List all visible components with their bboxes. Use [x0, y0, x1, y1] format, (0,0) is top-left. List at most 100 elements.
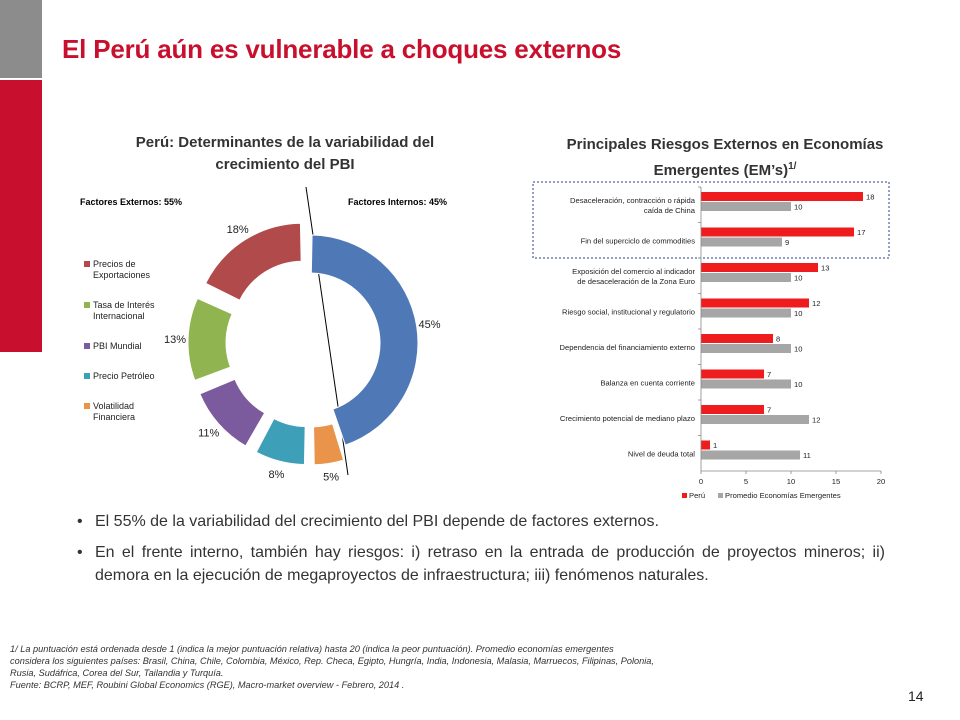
data-label-em-average-dependencia-del-financiamiento-externo: 10	[794, 345, 802, 354]
donut-chart-title: Perú: Determinantes de la variabilidad d…	[100, 132, 470, 176]
bar-em-average-dependencia-del-financiamiento-externo	[701, 344, 791, 353]
footnote-line-2: considera los siguientes países: Brasil,…	[10, 656, 654, 666]
data-label-em-average-riesgo-social-institucional-y-regulatorio: 10	[794, 309, 802, 318]
bar-em-average-desaceleracion-contraccion-o-rapida-caida-de-china	[701, 202, 791, 211]
donut-slice-tasa-de-interes-internacional	[187, 297, 233, 382]
category-label-exposicion-del-comercio-al-indicador-de-desaceleracion-de-la-zona-euro-line-2: de desaceleración de la Zona Euro	[577, 277, 695, 286]
legend-swatch-precio-petroleo	[84, 373, 90, 379]
bar-em-average-balanza-en-cuenta-corriente	[701, 379, 791, 389]
donut-slice-precios-de-exportaciones	[205, 222, 302, 301]
legend-label-peru: Perú	[689, 491, 705, 500]
x-tick-label-10: 10	[787, 477, 795, 486]
donut-slice-pbi-mundial	[199, 378, 266, 447]
bar-peru-exposicion-del-comercio-al-indicador-de-desaceleracion-de-la-zona-euro	[701, 263, 818, 272]
legend-swatch-tasa-de-interes-internacional	[84, 302, 90, 308]
bar-peru-nivel-de-deuda-total	[701, 440, 710, 450]
highlight-box	[532, 181, 890, 259]
donut-slice-volatilidad-financiera	[313, 423, 345, 466]
bar-peru-fin-del-superciclo-de-commodities	[701, 227, 854, 237]
internal-factors-label: Factores Internos: 45%	[348, 197, 447, 207]
legend-swatch-precios-de-exportaciones	[84, 261, 90, 267]
sidebar-red-block	[0, 80, 42, 352]
data-label-em-average-crecimiento-potencial-de-mediano-plazo: 12	[812, 416, 820, 425]
x-tick-label-5: 5	[744, 477, 748, 486]
bar-title-line-1: Principales Riesgos Externos en Economía…	[566, 136, 884, 153]
bar-em-average-crecimiento-potencial-de-mediano-plazo	[701, 415, 809, 424]
external-factors-label: Factores Externos: 55%	[80, 197, 182, 207]
data-label-em-average-exposicion-del-comercio-al-indicador-de-desaceleracion-de-la-zona-euro: 10	[794, 274, 802, 283]
legend-label-precio-petroleo: Precio Petróleo	[93, 371, 155, 381]
legend-label-precios-de-exportaciones-line-2: Exportaciones	[93, 270, 151, 280]
bar-chart: Desaceleración, contracción o rápidacaíd…	[532, 181, 890, 500]
sidebar-gray-block	[0, 0, 42, 78]
bar-peru-crecimiento-potencial-de-mediano-plazo	[701, 405, 764, 414]
donut-label-precios-de-exportaciones: 18%	[227, 224, 249, 236]
data-label-em-average-desaceleracion-contraccion-o-rapida-caida-de-china: 10	[794, 203, 802, 212]
donut-title-line-2: crecimiento del PBI	[215, 156, 355, 173]
donut-label-factores-internos: 45%	[418, 319, 440, 331]
donut-chart: Factores Externos: 55% Factores Internos:…	[80, 186, 447, 483]
bar-em-average-riesgo-social-institucional-y-regulatorio	[701, 308, 791, 318]
donut-slice-precio-petroleo	[255, 417, 306, 466]
category-label-riesgo-social-institucional-y-regulatorio: Riesgo social, institucional y regulator…	[562, 307, 695, 316]
donut-slice-factores-internos	[310, 234, 419, 446]
donut-label-precio-petroleo: 8%	[268, 469, 284, 481]
donut-title-line-1: Perú: Determinantes de la variabilidad d…	[135, 134, 435, 151]
bar-peru-riesgo-social-institucional-y-regulatorio	[701, 298, 809, 308]
data-label-em-average-fin-del-superciclo-de-commodities: 9	[785, 238, 789, 247]
donut-label-pbi-mundial: 11%	[198, 427, 219, 439]
legend-label-em-average: Promedio Economías Emergentes	[725, 491, 841, 500]
legend-swatch-pbi-mundial	[84, 343, 90, 349]
bar-em-average-nivel-de-deuda-total	[701, 450, 800, 460]
bullet-item-external-factors: El 55% de la variabilidad del crecimient…	[75, 510, 885, 533]
data-label-peru-dependencia-del-financiamiento-externo: 8	[776, 335, 780, 344]
legend-label-volatilidad-financiera: Volatilidad	[93, 401, 134, 411]
x-tick-label-20: 20	[877, 477, 885, 486]
footnote-line-3: Rusia, Sudáfrica, Corea del Sur, Tailand…	[10, 668, 224, 678]
legend-label-tasa-de-interes-internacional-line-2: Internacional	[93, 311, 145, 321]
bar-title-line-2: Emergentes (EM’s)1/	[520, 156, 930, 182]
legend-label-volatilidad-financiera-line-2: Financiera	[93, 412, 135, 422]
legend-label-pbi-mundial: PBI Mundial	[93, 341, 142, 351]
category-label-dependencia-del-financiamiento-externo: Dependencia del financiamiento externo	[559, 343, 695, 352]
footnote-line-1: 1/ La puntuación está ordenada desde 1 (…	[10, 644, 614, 654]
bar-peru-balanza-en-cuenta-corriente	[701, 369, 764, 379]
bar-title-superscript: 1/	[788, 161, 797, 172]
data-label-em-average-nivel-de-deuda-total: 11	[803, 451, 811, 460]
bullet-item-internal-risks: En el frente interno, también hay riesgo…	[75, 541, 885, 587]
bar-em-average-exposicion-del-comercio-al-indicador-de-desaceleracion-de-la-zona-euro	[701, 273, 791, 282]
data-label-peru-riesgo-social-institucional-y-regulatorio: 12	[812, 299, 820, 308]
footnote: 1/ La puntuación está ordenada desde 1 (…	[10, 643, 870, 691]
bullet-list: El 55% de la variabilidad del crecimient…	[75, 510, 885, 595]
data-label-peru-crecimiento-potencial-de-mediano-plazo: 7	[767, 406, 771, 415]
data-label-em-average-balanza-en-cuenta-corriente: 10	[794, 380, 802, 389]
page-number: 14	[908, 688, 924, 704]
legend-swatch-volatilidad-financiera	[84, 403, 90, 409]
data-label-peru-exposicion-del-comercio-al-indicador-de-desaceleracion-de-la-zona-euro: 13	[821, 264, 829, 273]
bar-title-line-2-text: Emergentes (EM’s)	[653, 162, 789, 179]
category-label-desaceleracion-contraccion-o-rapida-caida-de-china: Desaceleración, contracción o rápida	[570, 196, 696, 205]
legend-swatch-peru	[682, 493, 687, 498]
footnote-source: Fuente: BCRP, MEF, Roubini Global Econom…	[10, 680, 405, 690]
donut-label-volatilidad-financiera: 5%	[323, 471, 339, 483]
data-label-peru-fin-del-superciclo-de-commodities: 17	[857, 228, 865, 237]
legend-label-precios-de-exportaciones: Precios de	[93, 259, 136, 269]
x-tick-label-15: 15	[832, 477, 840, 486]
category-label-desaceleracion-contraccion-o-rapida-caida-de-china-line-2: caída de China	[644, 206, 696, 215]
bar-peru-dependencia-del-financiamiento-externo	[701, 334, 773, 343]
slide-title: El Perú aún es vulnerable a choques exte…	[62, 34, 622, 64]
category-label-fin-del-superciclo-de-commodities: Fin del superciclo de commodities	[581, 236, 696, 245]
category-label-crecimiento-potencial-de-mediano-plazo: Crecimiento potencial de mediano plazo	[560, 414, 695, 423]
bar-chart-title: Principales Riesgos Externos en Economía…	[520, 134, 930, 182]
category-label-balanza-en-cuenta-corriente: Balanza en cuenta corriente	[600, 378, 695, 387]
category-label-nivel-de-deuda-total: Nivel de deuda total	[628, 449, 695, 458]
x-tick-label-0: 0	[699, 477, 703, 486]
bar-peru-desaceleracion-contraccion-o-rapida-caida-de-china	[701, 192, 863, 201]
legend-label-tasa-de-interes-internacional: Tasa de Interés	[93, 300, 155, 310]
data-label-peru-desaceleracion-contraccion-o-rapida-caida-de-china: 18	[866, 193, 874, 202]
legend-swatch-em-average	[718, 493, 723, 498]
donut-label-tasa-de-interes-internacional: 13%	[164, 334, 186, 346]
data-label-peru-balanza-en-cuenta-corriente: 7	[767, 370, 771, 379]
category-label-exposicion-del-comercio-al-indicador-de-desaceleracion-de-la-zona-euro: Exposición del comercio al indicador	[572, 267, 695, 276]
bar-em-average-fin-del-superciclo-de-commodities	[701, 237, 782, 247]
